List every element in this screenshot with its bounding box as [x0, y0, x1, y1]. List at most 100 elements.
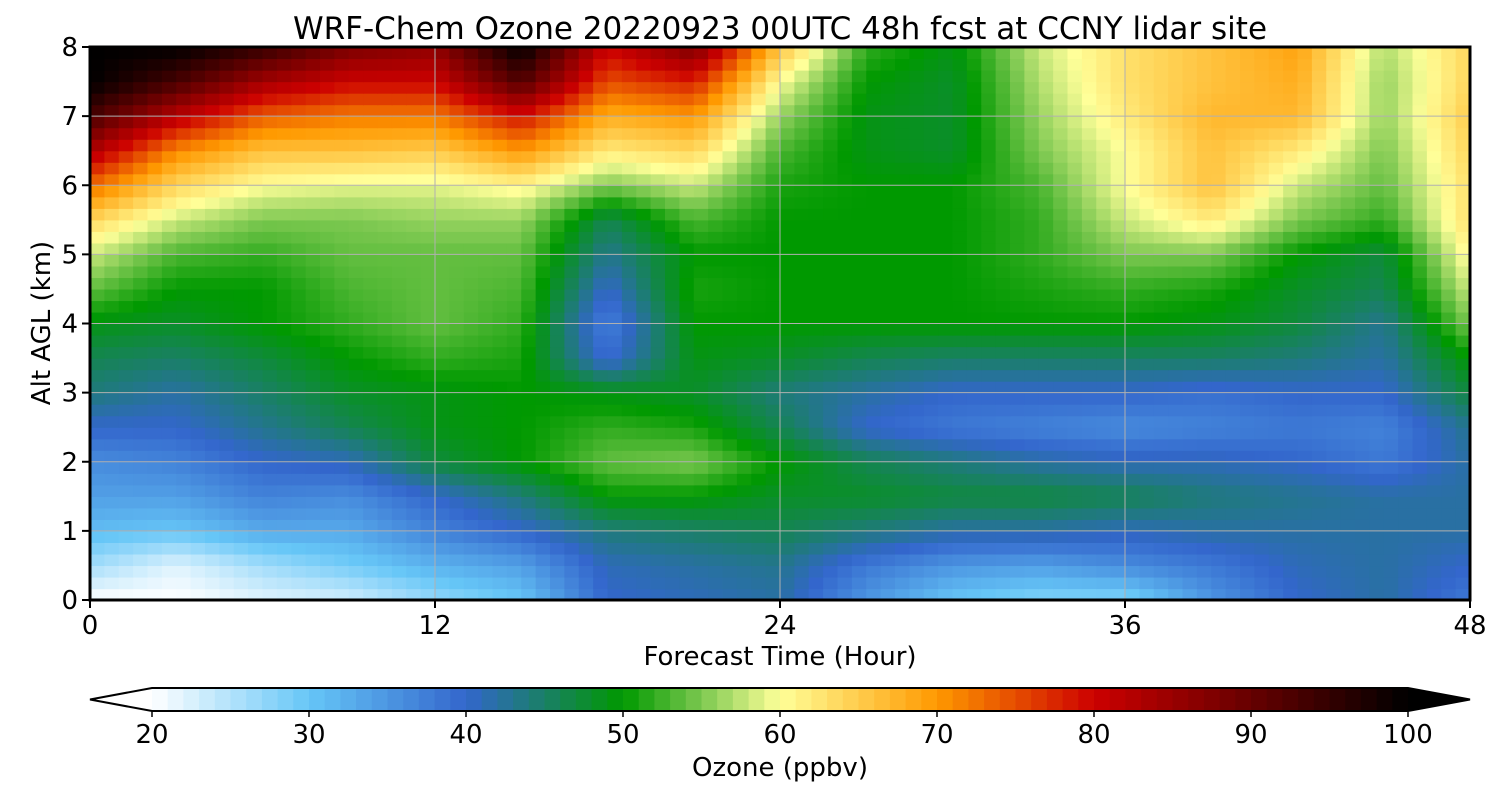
ozone-cell: [1053, 139, 1069, 152]
ozone-cell: [1398, 415, 1414, 428]
ozone-cell: [1182, 565, 1198, 578]
ozone-cell: [1412, 104, 1428, 117]
ozone-cell: [478, 369, 494, 382]
ozone-cell: [1053, 81, 1069, 94]
ozone-cell: [578, 300, 594, 313]
ozone-cell: [1067, 93, 1083, 106]
ozone-cell: [636, 208, 652, 221]
ozone-cell: [391, 369, 407, 382]
ozone-cell: [736, 288, 752, 302]
ozone-cell: [1412, 93, 1428, 106]
ozone-cell: [1139, 369, 1155, 382]
ozone-cell: [406, 369, 422, 382]
ozone-cell: [478, 496, 494, 509]
ozone-cell: [1355, 254, 1370, 267]
ozone-cell: [736, 542, 752, 555]
ozone-cell: [377, 265, 393, 279]
ozone-cell: [1455, 553, 1471, 567]
colorbar-swatch: [842, 688, 859, 711]
ozone-cell: [1398, 208, 1414, 221]
ozone-cell: [276, 288, 292, 302]
ozone-cell: [248, 323, 264, 336]
ozone-cell: [895, 369, 910, 382]
ozone-cell: [1398, 450, 1414, 463]
ozone-cell: [118, 588, 134, 601]
ozone-cell: [521, 173, 537, 186]
ozone-cell: [607, 415, 623, 428]
ozone-cell: [478, 219, 494, 232]
ozone-cell: [190, 185, 206, 198]
ozone-cell: [1455, 81, 1471, 94]
ozone-cell: [492, 162, 508, 175]
ozone-cell: [866, 438, 882, 451]
ozone-cell: [966, 47, 982, 60]
ozone-cell: [1240, 58, 1255, 71]
ozone-cell: [1024, 530, 1040, 543]
ozone-cell: [176, 277, 192, 290]
ozone-cell: [636, 576, 652, 590]
ozone-cell: [1240, 311, 1255, 325]
ozone-cell: [1038, 185, 1054, 198]
ozone-cell: [1455, 288, 1471, 302]
ozone-cell: [765, 116, 781, 129]
ozone-cell: [621, 81, 637, 94]
ozone-cell: [463, 507, 479, 520]
ozone-cell: [851, 553, 867, 567]
ozone-cell: [449, 496, 465, 509]
ozone-cell: [722, 369, 738, 382]
ozone-cell: [1096, 507, 1112, 520]
ozone-cell: [348, 507, 364, 520]
ozone-cell: [205, 369, 220, 382]
ozone-cell: [866, 588, 882, 601]
ozone-cell: [636, 496, 652, 509]
ozone-cell: [205, 473, 220, 486]
ozone-cell: [1254, 219, 1270, 232]
ozone-cell: [952, 219, 968, 232]
ozone-cell: [593, 438, 609, 451]
ozone-cell: [1010, 208, 1025, 221]
ozone-cell: [176, 381, 192, 394]
ozone-cell: [1297, 392, 1313, 405]
ozone-cell: [1139, 473, 1155, 486]
ozone-cell: [1369, 185, 1385, 198]
ozone-cell: [233, 358, 249, 371]
ozone-cell: [435, 473, 450, 486]
ozone-cell: [665, 300, 680, 313]
colorbar-swatch: [152, 688, 169, 711]
ozone-cell: [708, 196, 724, 209]
ozone-cell: [780, 392, 795, 405]
ozone-cell: [104, 404, 120, 417]
ozone-cell: [1182, 288, 1198, 302]
ozone-cell: [1196, 565, 1212, 578]
ozone-cell: [808, 530, 824, 543]
ozone-cell: [1153, 369, 1169, 382]
ozone-cell: [1182, 358, 1198, 371]
ozone-cell: [305, 162, 321, 175]
ozone-cell: [1010, 254, 1025, 267]
ozone-cell: [1311, 242, 1327, 255]
ozone-cell: [1340, 346, 1356, 359]
ozone-cell: [133, 288, 149, 302]
ozone-cell: [262, 231, 278, 244]
ozone-cell: [966, 277, 982, 290]
ozone-cell: [291, 162, 307, 175]
ozone-cell: [1081, 427, 1097, 440]
ozone-cell: [708, 47, 724, 60]
ozone-cell: [1139, 335, 1155, 348]
ozone-cell: [909, 93, 925, 106]
colorbar-swatch: [780, 688, 797, 711]
ozone-cell: [463, 127, 479, 140]
ozone-cell: [521, 323, 537, 336]
ozone-cell: [880, 173, 896, 186]
ozone-cell: [995, 473, 1011, 486]
ozone-cell: [650, 219, 666, 232]
ozone-cell: [550, 576, 565, 590]
ozone-cell: [90, 300, 105, 313]
ozone-cell: [780, 300, 795, 313]
ozone-cell: [895, 553, 910, 567]
ozone-cell: [161, 58, 177, 71]
ozone-cell: [233, 58, 249, 71]
ozone-cell: [1139, 427, 1155, 440]
ozone-cell: [1024, 185, 1040, 198]
ozone-cell: [233, 93, 249, 106]
